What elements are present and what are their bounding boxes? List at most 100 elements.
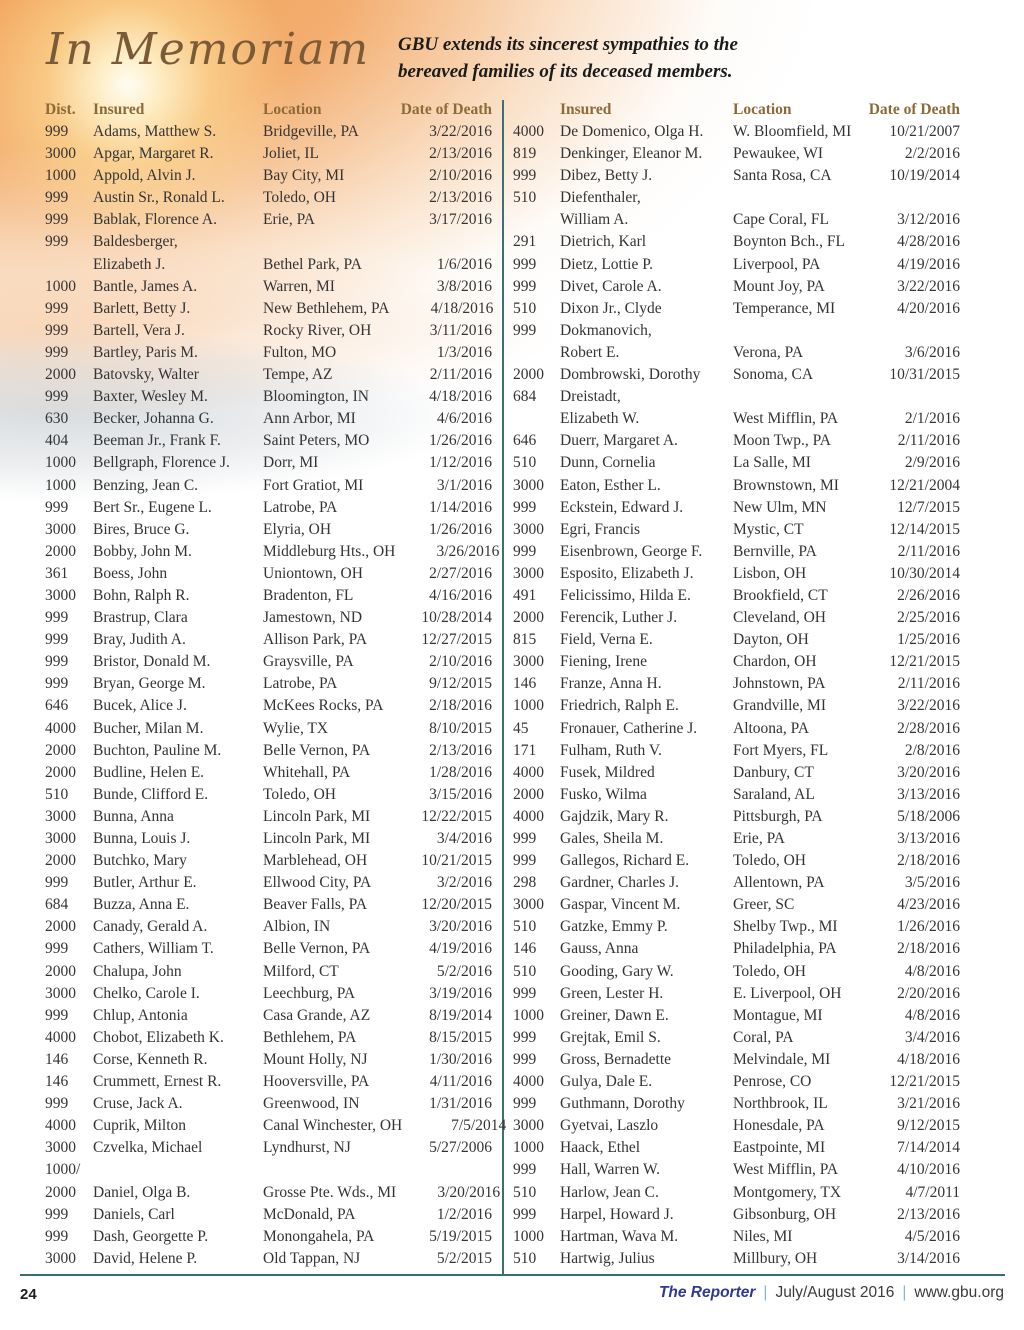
cell-loc: Graysville, PA	[263, 653, 354, 671]
cell-dist: 3000	[513, 653, 544, 671]
table-row: Elizabeth W. West Mifflin, PA 2/1/2016	[513, 408, 960, 430]
cell-name: Bablak, Florence A.	[93, 211, 217, 229]
cell-name: Austin Sr., Ronald L.	[93, 189, 225, 207]
cell-name: Butler, Arthur E.	[93, 874, 197, 892]
table-row: 3000 Apgar, Margaret R. Joliet, IL 2/13/201…	[45, 143, 492, 165]
sympathy-note-line1: GBU extends its sincerest sympathies to …	[398, 34, 738, 55]
cell-dist: 361	[45, 564, 69, 582]
cell-date: 2/13/2016	[429, 189, 492, 207]
table-row: 999 Bray, Judith A. Allison Park, PA 12/27/…	[45, 629, 492, 651]
table-row: 510 Harlow, Jean C. Montgomery, TX 4/7/2011	[513, 1182, 960, 1204]
cell-dist: 3000	[45, 830, 76, 847]
cell-name: Canady, Gerald A.	[93, 918, 208, 936]
cell-loc: Moon Twp., PA	[733, 432, 831, 450]
cell-name: Bires, Bruce G.	[93, 520, 190, 538]
cell-dist: 3000	[513, 896, 544, 914]
cell-dist: 1000	[513, 697, 544, 715]
cell-name: Hartman, Wava M.	[560, 1227, 679, 1245]
cell-dist: 146	[513, 675, 537, 693]
cell-dist: 3000	[513, 564, 544, 582]
cell-name: Diefenthaler,	[560, 189, 641, 207]
cell-dist: 510	[513, 918, 537, 936]
cell-name: Bohn, Ralph R.	[93, 586, 190, 604]
cell-name: Cuprik, Milton	[93, 1117, 187, 1135]
cell-loc: Brownstown, MI	[733, 476, 839, 494]
col-header-date: Date of Death	[868, 101, 960, 118]
table-row: 146 Gauss, Anna Philadelphia, PA 2/18/2016	[513, 938, 960, 960]
cell-name: Gaspar, Vincent M.	[560, 896, 681, 914]
cell-dist: 819	[513, 145, 537, 163]
page-number: 24	[20, 1286, 37, 1303]
cell-loc: Gibsonburg, OH	[733, 1205, 837, 1223]
cell-date: 12/27/2015	[421, 631, 492, 649]
cell-date: 3/6/2016	[904, 343, 960, 361]
table-row: 2000 Fusko, Wilma Saraland, AL 3/13/2016	[513, 784, 960, 806]
cell-loc: Fort Myers, FL	[733, 741, 829, 759]
table-row: 999 Butler, Arthur E. Ellwood City, PA 3/2/…	[45, 872, 492, 894]
cell-name: Gulya, Dale E.	[560, 1073, 653, 1091]
table-row: 1000 Haack, Ethel Eastpointe, MI 7/14/2014	[513, 1137, 960, 1159]
cell-date: 2/18/2016	[897, 852, 960, 870]
cell-date: 7/5/2014	[451, 1117, 507, 1135]
cell-loc: Old Tappan, NJ	[263, 1249, 361, 1267]
cell-loc: Bay City, MI	[263, 167, 345, 185]
cell-name: Bellgraph, Florence J.	[93, 454, 230, 472]
cell-dist: 3000	[45, 145, 76, 163]
cell-loc: Fulton, MO	[263, 343, 337, 361]
cell-date: 2/11/2016	[429, 366, 492, 384]
table-row: 999 Harpel, Howard J. Gibsonburg, OH 2/13/2…	[513, 1204, 960, 1226]
cell-dist: 1000	[45, 167, 76, 185]
cell-loc: Chardon, OH	[733, 653, 817, 671]
table-row: 510 Dunn, Cornelia La Salle, MI 2/9/2016	[513, 452, 960, 474]
cell-loc: Toledo, OH	[733, 852, 806, 870]
cell-loc: Belle Vernon, PA	[263, 940, 371, 958]
cell-loc: Mystic, CT	[733, 520, 804, 538]
cell-dist: 999	[45, 609, 69, 627]
cell-dist: 999	[513, 1205, 537, 1223]
cell-dist: 999	[45, 233, 69, 251]
cell-loc: McDonald, PA	[263, 1205, 356, 1223]
website-url: www.gbu.org	[914, 1284, 1004, 1301]
cell-date: 2/27/2016	[429, 564, 492, 582]
cell-name: Dunn, Cornelia	[560, 454, 656, 472]
cell-dist: 146	[45, 1073, 69, 1091]
cell-loc: Leechburg, PA	[263, 984, 356, 1002]
cell-dist: 2000	[45, 741, 76, 759]
cell-date: 3/26/2016	[436, 542, 500, 560]
cell-date: 12/20/2015	[421, 896, 492, 914]
cell-date: 3/13/2016	[897, 830, 960, 847]
cell-dist: 510	[513, 299, 537, 317]
cell-name: William A.	[560, 211, 629, 229]
table-row: 4000 Chobot, Elizabeth K. Bethlehem, PA 8/1…	[45, 1027, 492, 1049]
cell-loc: Toledo, OH	[733, 962, 806, 980]
cell-loc: Uniontown, OH	[263, 564, 363, 582]
cell-dist: 3000	[45, 520, 76, 538]
cell-name: Baldesberger,	[93, 233, 178, 251]
cell-loc: Middleburg Hts., OH	[263, 542, 396, 560]
cell-name: Bartley, Paris M.	[93, 343, 198, 361]
cell-loc	[263, 1159, 388, 1181]
cell-dist: 999	[45, 211, 69, 229]
cell-loc: Wylie, TX	[263, 719, 329, 737]
cell-date: 4/19/2016	[429, 940, 492, 958]
table-row: 999 Gales, Sheila M. Erie, PA 3/13/2016	[513, 828, 960, 850]
cell-loc: Montgomery, TX	[733, 1183, 842, 1201]
table-row: 1000 Hartman, Wava M. Niles, MI 4/5/2016	[513, 1226, 960, 1248]
cell-name: Hartwig, Julius	[560, 1249, 655, 1267]
footer-rule	[20, 1274, 1005, 1276]
cell-loc: Sonoma, CA	[733, 366, 814, 384]
cell-dist: 2000	[45, 542, 76, 560]
cell-loc: Montague, MI	[733, 1006, 823, 1024]
cell-dist: 999	[45, 940, 69, 958]
cell-dist: 291	[513, 233, 537, 251]
cell-name: Fronauer, Catherine J.	[560, 719, 698, 737]
cell-loc: Whitehall, PA	[263, 763, 351, 781]
table-row: 4000 Gajdzik, Mary R. Pittsburgh, PA 5/18/2…	[513, 806, 960, 828]
cell-date: 2/13/2016	[429, 145, 492, 163]
cell-dist: 2000	[513, 785, 544, 803]
cell-dist: 999	[513, 255, 537, 273]
table-row: 2000 Batovsky, Walter Tempe, AZ 2/11/2016	[45, 364, 492, 386]
cell-name: Dash, Georgette P.	[93, 1227, 209, 1245]
cell-date: 2/11/2016	[897, 432, 960, 450]
